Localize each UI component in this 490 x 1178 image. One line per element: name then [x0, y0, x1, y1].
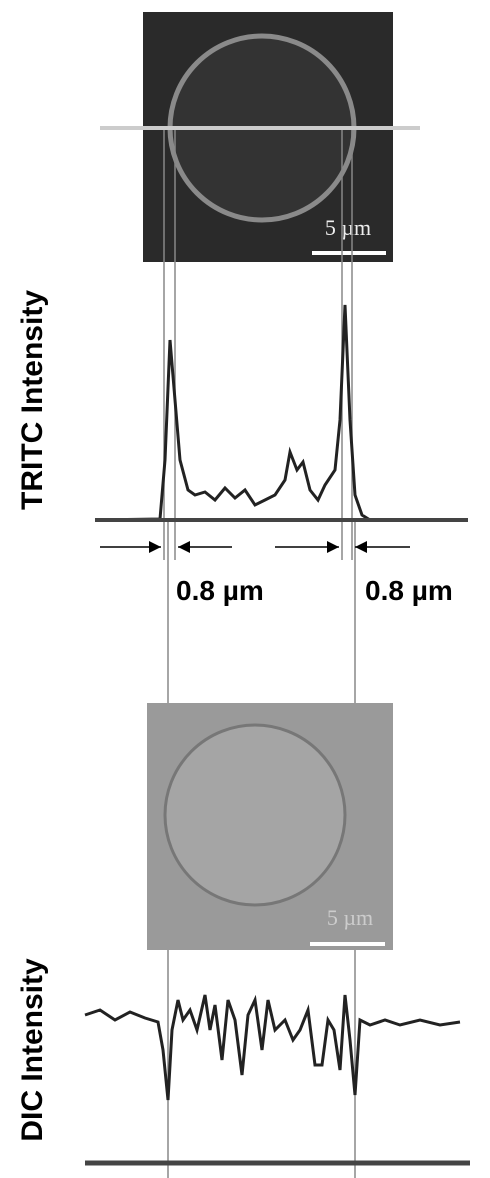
scale-bar-label: 5 µm — [325, 215, 371, 240]
dic-trace — [84, 994, 461, 1101]
scale-bar-label: 5 µm — [327, 905, 373, 930]
width-label: 0.8 µm — [365, 575, 453, 606]
width-label: 0.8 µm — [176, 575, 264, 606]
axis-label: TRITC Intensity — [16, 290, 49, 510]
tritc-trace — [94, 304, 468, 522]
cell-outline — [163, 723, 347, 907]
axis-label: DIC Intensity — [16, 958, 49, 1142]
